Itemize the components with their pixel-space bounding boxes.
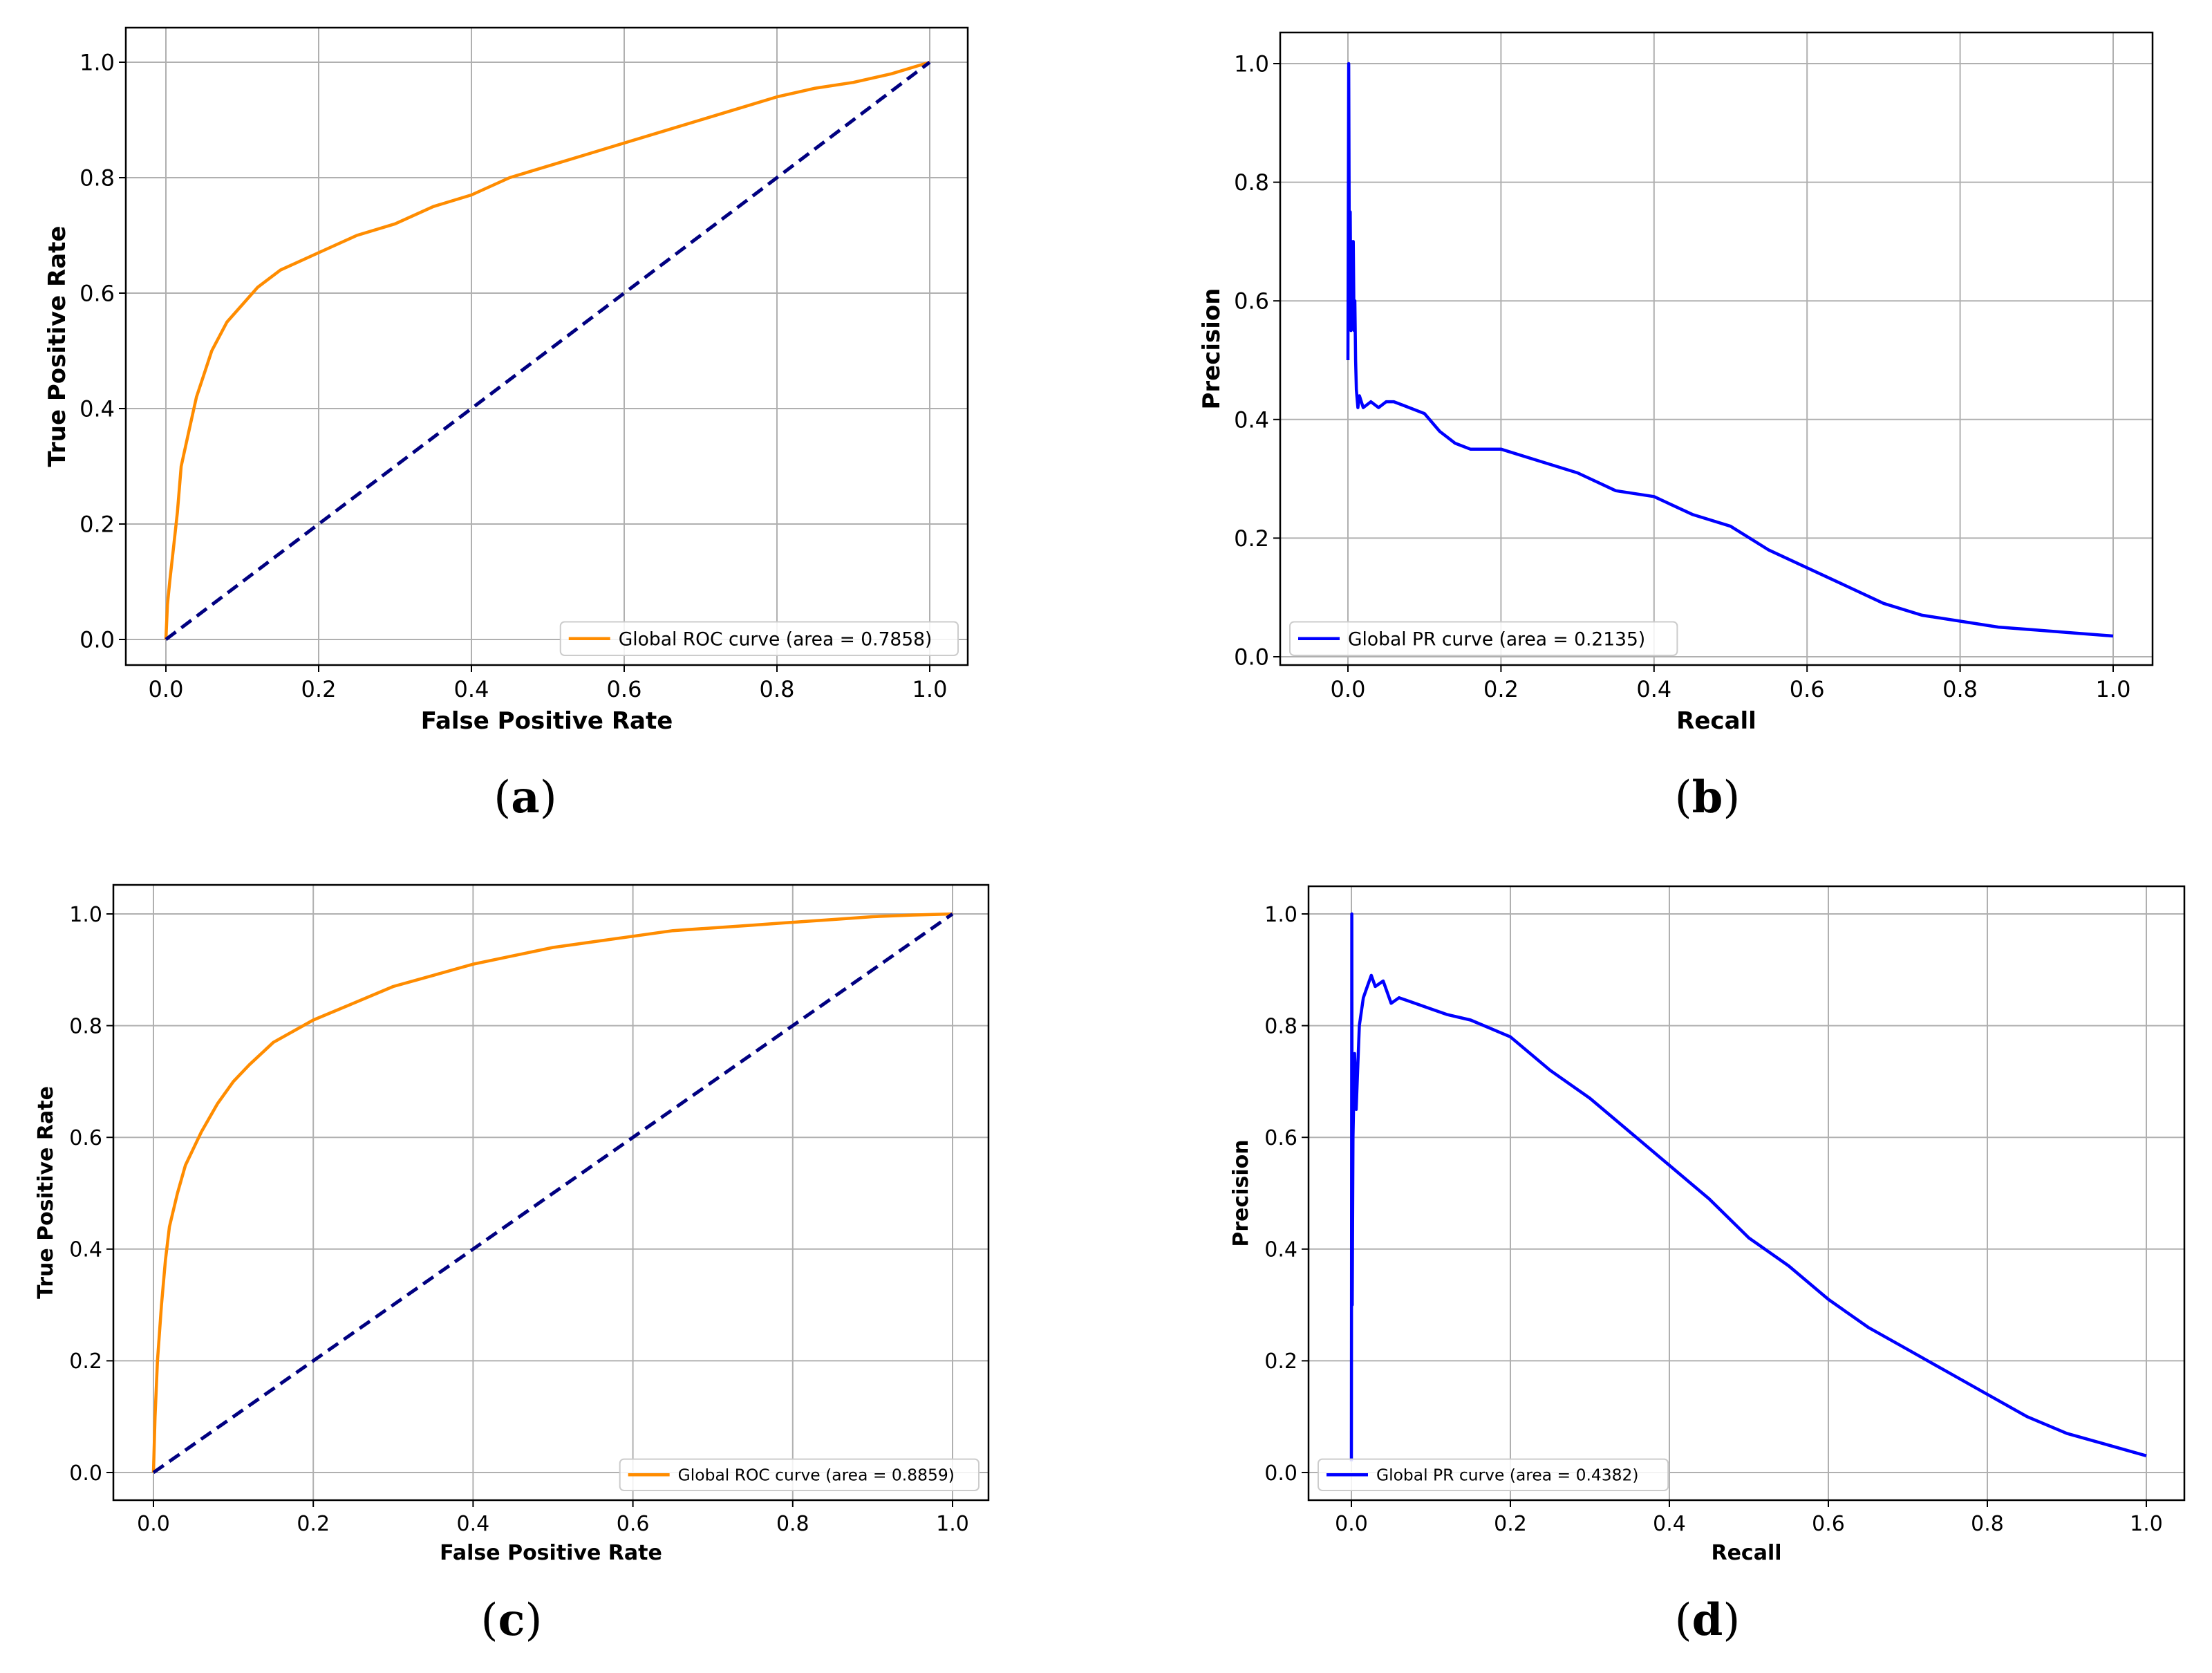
y-tick-label: 0.4: [69, 1238, 102, 1262]
y-tick-label: 0.0: [1264, 1461, 1297, 1486]
x-tick-label: 0.6: [1812, 1512, 1845, 1536]
legend-box: [559, 621, 959, 656]
curve-line: [1349, 912, 2147, 1461]
x-tick-label: 0.0: [1331, 676, 1366, 702]
x-tick-label: 0.4: [457, 1512, 490, 1536]
y-tick-label: 0.8: [79, 165, 115, 191]
chart-panel-a: 0.0 0.2 0.4 0.6 0.8 1.0 0.0 0.2 0.4 0.6 0.8 1.0 Fals…: [44, 26, 969, 823]
x-axis-label: False Positive Rate: [421, 707, 673, 735]
legend-box: [1289, 621, 1678, 656]
panel-caption-letter: b: [1692, 772, 1723, 823]
legend: Global ROC curve (area = 0.7858): [559, 621, 959, 656]
curve-line: [164, 60, 930, 640]
panel-caption-letter: a: [511, 772, 539, 823]
plot-frame: [124, 26, 969, 666]
x-tick-label: 0.8: [760, 676, 795, 702]
x-tick-label: 0.2: [297, 1512, 330, 1536]
y-tick-label: 1.0: [69, 903, 102, 927]
y-axis-label: True Positive Rate: [44, 226, 71, 467]
chart-panel-c: 0.0 0.2 0.4 0.6 0.8 1.0 0.0 0.2 0.4 0.6 0.8 1.0 Fals…: [34, 884, 990, 1646]
legend: Global PR curve (area = 0.4382): [1318, 1458, 1669, 1492]
panel-caption: (c): [481, 1594, 543, 1646]
x-axis-label: Recall: [1676, 707, 1756, 735]
legend-label: Global ROC curve (area = 0.8859): [678, 1466, 955, 1485]
x-axis-label: False Positive Rate: [440, 1541, 662, 1565]
y-tick-label: 0.0: [69, 1461, 102, 1486]
plot-area: [113, 885, 988, 1500]
y-tick-label: 0.6: [1264, 1126, 1297, 1150]
x-tick-label: 0.6: [1790, 676, 1825, 702]
legend-box: [619, 1458, 980, 1492]
x-tick-label: 0.8: [1942, 676, 1978, 702]
y-tick-label: 0.4: [1234, 406, 1269, 433]
panel-caption: (a): [494, 772, 556, 823]
y-axis-label: Precision: [1229, 1139, 1253, 1246]
y-tick-label: 1.0: [1234, 51, 1269, 77]
x-tick-label: 0.0: [137, 1512, 170, 1536]
chance-diagonal-line: [152, 912, 954, 1475]
x-tick-label: 1.0: [936, 1512, 969, 1536]
y-tick-label: 0.6: [69, 1126, 102, 1150]
x-tick-label: 1.0: [2130, 1512, 2163, 1536]
x-tick-label: 0.8: [1971, 1512, 2004, 1536]
chance-diagonal-line: [165, 61, 931, 641]
x-tick-label: 0.4: [1636, 676, 1671, 702]
y-tick-label: 0.4: [1264, 1238, 1297, 1262]
y-tick-label: 0.2: [1234, 525, 1269, 552]
x-tick-label: 0.0: [1335, 1512, 1368, 1536]
legend-label: Global ROC curve (area = 0.7858): [619, 628, 932, 650]
panel-caption-letter: d: [1692, 1594, 1723, 1646]
x-tick-label: 0.4: [454, 676, 489, 702]
legend: Global ROC curve (area = 0.8859): [619, 1458, 980, 1492]
x-tick-label: 0.4: [1653, 1512, 1686, 1536]
y-tick-label: 0.0: [79, 627, 115, 653]
chart-panel-b: 0.0 0.2 0.4 0.6 0.8 1.0 0.0 0.2 0.4 0.6 0.8 1.0 Reca…: [1198, 31, 2154, 823]
x-tick-label: 0.6: [607, 676, 642, 702]
y-tick-label: 0.8: [1234, 169, 1269, 196]
y-tick-label: 0.2: [1264, 1349, 1297, 1374]
y-tick-label: 0.2: [69, 1349, 102, 1374]
legend: Global PR curve (area = 0.2135): [1289, 621, 1678, 656]
legend-box: [1318, 1458, 1669, 1492]
x-tick-label: 0.6: [617, 1512, 650, 1536]
y-tick-label: 0.6: [79, 281, 115, 307]
y-tick-label: 1.0: [79, 50, 115, 76]
curve-line: [1346, 62, 2114, 638]
y-tick-label: 0.8: [69, 1014, 102, 1038]
plot-frame: [1279, 31, 2154, 666]
y-tick-label: 0.0: [1234, 644, 1269, 671]
plot-area: [126, 28, 968, 665]
y-axis-label: True Positive Rate: [34, 1086, 58, 1299]
y-tick-label: 0.4: [79, 396, 115, 422]
x-tick-label: 0.8: [776, 1512, 809, 1536]
x-axis-label: Recall: [1711, 1541, 1781, 1565]
x-tick-label: 1.0: [912, 676, 948, 702]
x-tick-label: 0.2: [301, 676, 337, 702]
y-tick-label: 0.2: [79, 512, 115, 538]
panel-caption: (b): [1675, 772, 1741, 823]
legend-label: Global PR curve (area = 0.2135): [1348, 628, 1645, 650]
panel-caption: (d): [1675, 1594, 1741, 1646]
x-tick-label: 1.0: [2096, 676, 2131, 702]
y-tick-label: 0.8: [1264, 1014, 1297, 1038]
plot-area: [1309, 886, 2184, 1500]
panel-caption-letter: c: [498, 1594, 525, 1646]
legend-label: Global PR curve (area = 0.4382): [1376, 1466, 1639, 1485]
plot-frame: [112, 884, 990, 1502]
x-tick-label: 0.2: [1494, 1512, 1527, 1536]
plot-area: [1280, 32, 2153, 665]
x-tick-label: 0.0: [149, 676, 184, 702]
y-tick-label: 1.0: [1264, 903, 1297, 927]
curve-line: [151, 912, 953, 1473]
chart-panel-d: 0.0 0.2 0.4 0.6 0.8 1.0 0.0 0.2 0.4 0.6 0.8 1.0 Reca…: [1229, 885, 2186, 1646]
x-tick-label: 0.2: [1483, 676, 1519, 702]
y-tick-label: 0.6: [1234, 288, 1269, 315]
y-axis-label: Precision: [1198, 288, 1226, 409]
plot-frame: [1307, 885, 2186, 1502]
